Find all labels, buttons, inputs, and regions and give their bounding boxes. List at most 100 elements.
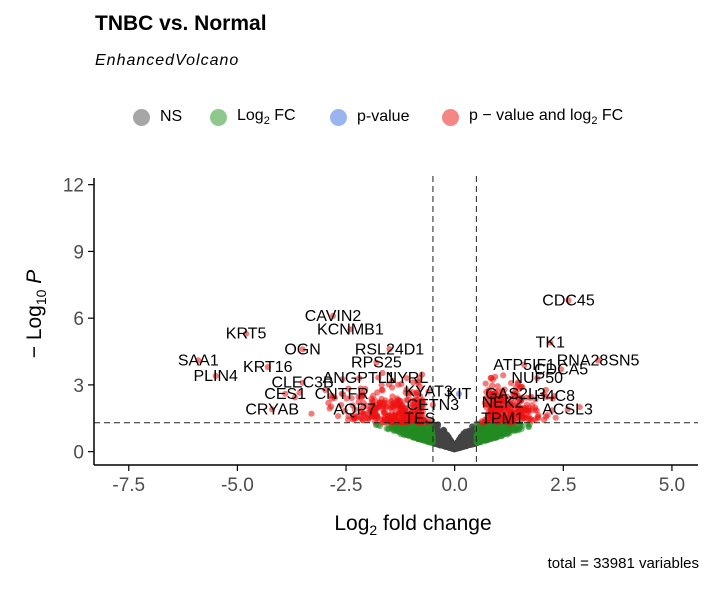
data-point xyxy=(489,426,496,433)
gene-label: ATP5IF1 xyxy=(493,357,555,374)
x-tick-label: 0.0 xyxy=(441,475,467,496)
y-axis-title: − Log10 P xyxy=(23,270,49,359)
gene-label: CRYAB xyxy=(245,401,299,418)
data-point xyxy=(505,415,512,422)
data-point xyxy=(551,392,558,400)
data-point xyxy=(423,436,430,443)
data-point xyxy=(417,428,425,435)
data-point xyxy=(512,427,519,434)
gene-label: CETN3 xyxy=(407,397,460,414)
gene-label: ANGPTL1 xyxy=(323,370,396,387)
data-point xyxy=(398,401,405,408)
data-point xyxy=(299,346,306,353)
data-point xyxy=(493,409,500,416)
x-tick-label: 5.0 xyxy=(659,475,685,496)
data-point xyxy=(386,417,393,424)
data-point xyxy=(387,404,394,411)
points-layer xyxy=(195,297,602,453)
gene-label: CES1 xyxy=(264,386,306,403)
data-point xyxy=(534,375,541,382)
data-point xyxy=(339,376,346,383)
data-point xyxy=(527,416,534,423)
data-point xyxy=(338,401,345,409)
data-point xyxy=(486,435,494,442)
gene-label: CDCA5 xyxy=(534,361,588,378)
data-point xyxy=(552,414,559,421)
data-point xyxy=(438,439,445,446)
data-point xyxy=(243,330,250,337)
data-point xyxy=(195,357,202,364)
data-point xyxy=(409,408,416,415)
gene-label: NYRL xyxy=(386,370,429,387)
data-point xyxy=(522,407,529,414)
y-tick-label: 12 xyxy=(63,176,84,197)
data-point xyxy=(394,397,401,404)
gene-label: NEK2 xyxy=(482,395,524,412)
data-point xyxy=(540,391,548,398)
legend-label-ns: NS xyxy=(160,108,183,125)
data-point xyxy=(359,416,366,423)
gene-label: KRT16 xyxy=(243,359,293,376)
data-point xyxy=(483,404,490,411)
data-point xyxy=(411,397,418,404)
data-point xyxy=(385,381,392,388)
data-point xyxy=(386,346,393,353)
data-point xyxy=(269,406,276,413)
data-point xyxy=(282,390,289,397)
data-point xyxy=(483,416,490,423)
data-point xyxy=(366,412,374,419)
chart-title: TNBC vs. Normal xyxy=(95,12,267,35)
gene-label: SAA1 xyxy=(178,352,219,369)
data-point xyxy=(328,403,335,410)
data-point xyxy=(405,392,412,399)
data-point xyxy=(291,394,298,401)
data-point xyxy=(379,387,386,394)
data-point xyxy=(419,436,426,443)
data-point xyxy=(483,388,490,396)
data-point xyxy=(521,361,528,368)
data-point xyxy=(444,443,451,450)
gene-label: AQP7 xyxy=(333,401,376,418)
data-point xyxy=(410,429,417,436)
data-point xyxy=(499,415,506,422)
data-point xyxy=(548,407,556,414)
data-point xyxy=(322,386,329,394)
data-point xyxy=(405,428,412,435)
data-point xyxy=(455,390,463,397)
data-point xyxy=(442,434,449,441)
data-point xyxy=(378,381,385,388)
data-point xyxy=(327,392,335,399)
data-point xyxy=(494,383,501,390)
gene-label: KIT xyxy=(447,386,472,403)
data-point xyxy=(543,413,550,420)
data-point xyxy=(296,389,303,396)
gene-label: TK1 xyxy=(536,335,565,352)
data-point xyxy=(409,413,416,420)
data-point xyxy=(341,407,348,414)
x-axis-title: Log2 fold change xyxy=(334,512,491,538)
data-point xyxy=(504,431,511,438)
legend-label-pvalue: p-value xyxy=(357,108,410,125)
gene-label: CDC45 xyxy=(542,292,595,309)
data-point xyxy=(362,385,369,392)
data-point xyxy=(489,407,496,414)
gene-label: RSL24D1 xyxy=(355,341,424,358)
gene-label: CAVIN2 xyxy=(305,308,362,325)
data-point xyxy=(416,415,423,422)
data-point xyxy=(345,413,352,420)
data-point xyxy=(434,423,441,430)
data-point xyxy=(403,397,410,404)
data-point xyxy=(373,359,380,366)
data-point xyxy=(495,388,502,395)
data-point xyxy=(489,400,496,407)
axes: -7.5 -5.0 -2.5 0.0 2.5 5.0 0 3 6 9 12 xyxy=(63,176,698,496)
data-point xyxy=(348,395,355,402)
data-point xyxy=(449,441,457,448)
chart-subtitle: EnhancedVolcano xyxy=(95,52,240,69)
data-point xyxy=(499,399,506,406)
legend-swatch-ns xyxy=(133,108,150,126)
gene-label: KCNMB1 xyxy=(317,321,384,338)
data-point xyxy=(355,399,362,406)
data-point xyxy=(351,406,358,413)
